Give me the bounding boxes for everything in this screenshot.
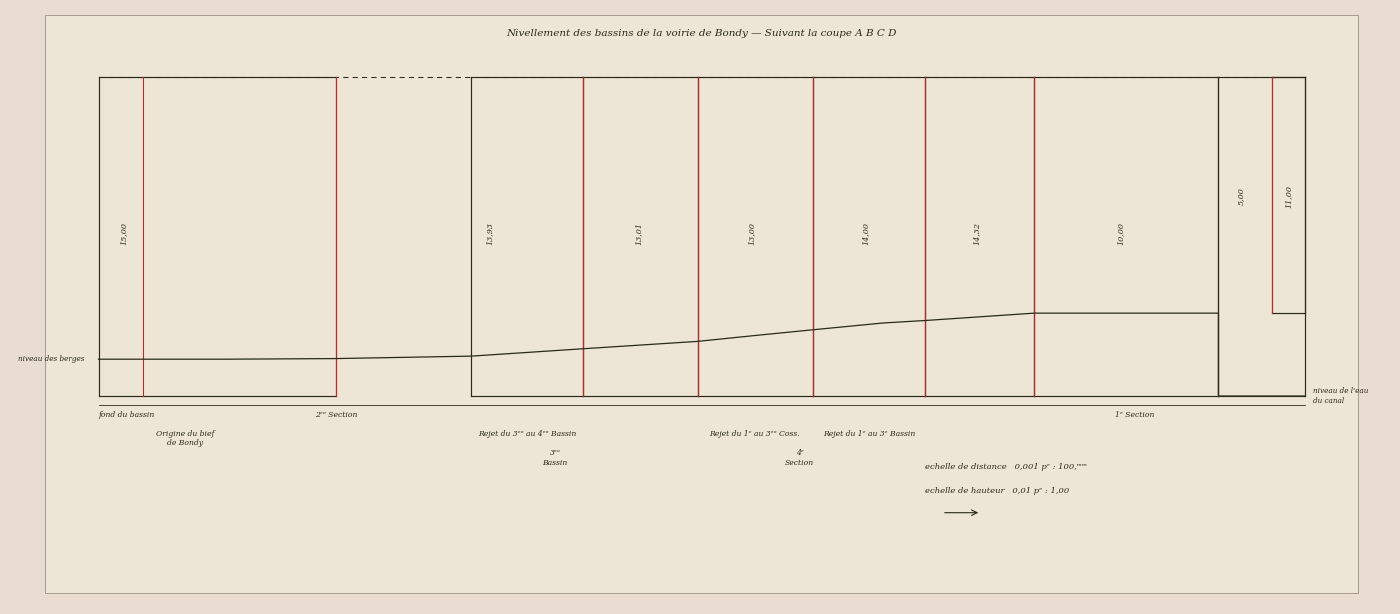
Text: 2ᵉᵒ Section: 2ᵉᵒ Section [315,411,357,419]
Text: 5,00: 5,00 [1236,187,1245,206]
Text: 14,00: 14,00 [861,222,869,245]
Text: 11,00: 11,00 [1284,185,1292,208]
Text: niveau de l'eau
du canal: niveau de l'eau du canal [1313,387,1369,405]
Text: 13,93: 13,93 [486,222,494,245]
Text: Rejet du 1ᵉ au 3ᵉᵒ Coss.: Rejet du 1ᵉ au 3ᵉᵒ Coss. [710,430,801,438]
Text: 14,32: 14,32 [973,222,981,245]
Text: Rejet du 1ᵉ au 3ᵉ Bassin: Rejet du 1ᵉ au 3ᵉ Bassin [823,430,916,438]
Text: 15,00: 15,00 [119,222,127,245]
Text: 13,00: 13,00 [748,222,756,245]
Text: 10,00: 10,00 [1117,222,1124,245]
Text: 13,01: 13,01 [636,222,643,245]
Text: Origine du bief
de Bondy: Origine du bief de Bondy [155,430,214,447]
Text: niveau des berges: niveau des berges [18,355,84,363]
Text: Rejet du 3ᵉᵒ au 4ᵉᵒ Bassin: Rejet du 3ᵉᵒ au 4ᵉᵒ Bassin [479,430,577,438]
Text: 1ᵉ Section: 1ᵉ Section [1114,411,1155,419]
Text: echelle de distance   0,001 pᵉ : 100,ᵐᵐ: echelle de distance 0,001 pᵉ : 100,ᵐᵐ [925,462,1088,471]
Text: fond du bassin: fond du bassin [98,411,155,419]
Text: echelle de hauteur   0,01 pᵉ : 1,00: echelle de hauteur 0,01 pᵉ : 1,00 [925,487,1070,495]
Text: 3ᵉᵒ
Bassin: 3ᵉᵒ Bassin [543,449,568,467]
Text: Nivellement des bassins de la voirie de Bondy — Suivant la coupe A B C D: Nivellement des bassins de la voirie de … [507,29,897,38]
FancyBboxPatch shape [45,15,1358,593]
Text: 4ᵉ
Section: 4ᵉ Section [785,449,813,467]
